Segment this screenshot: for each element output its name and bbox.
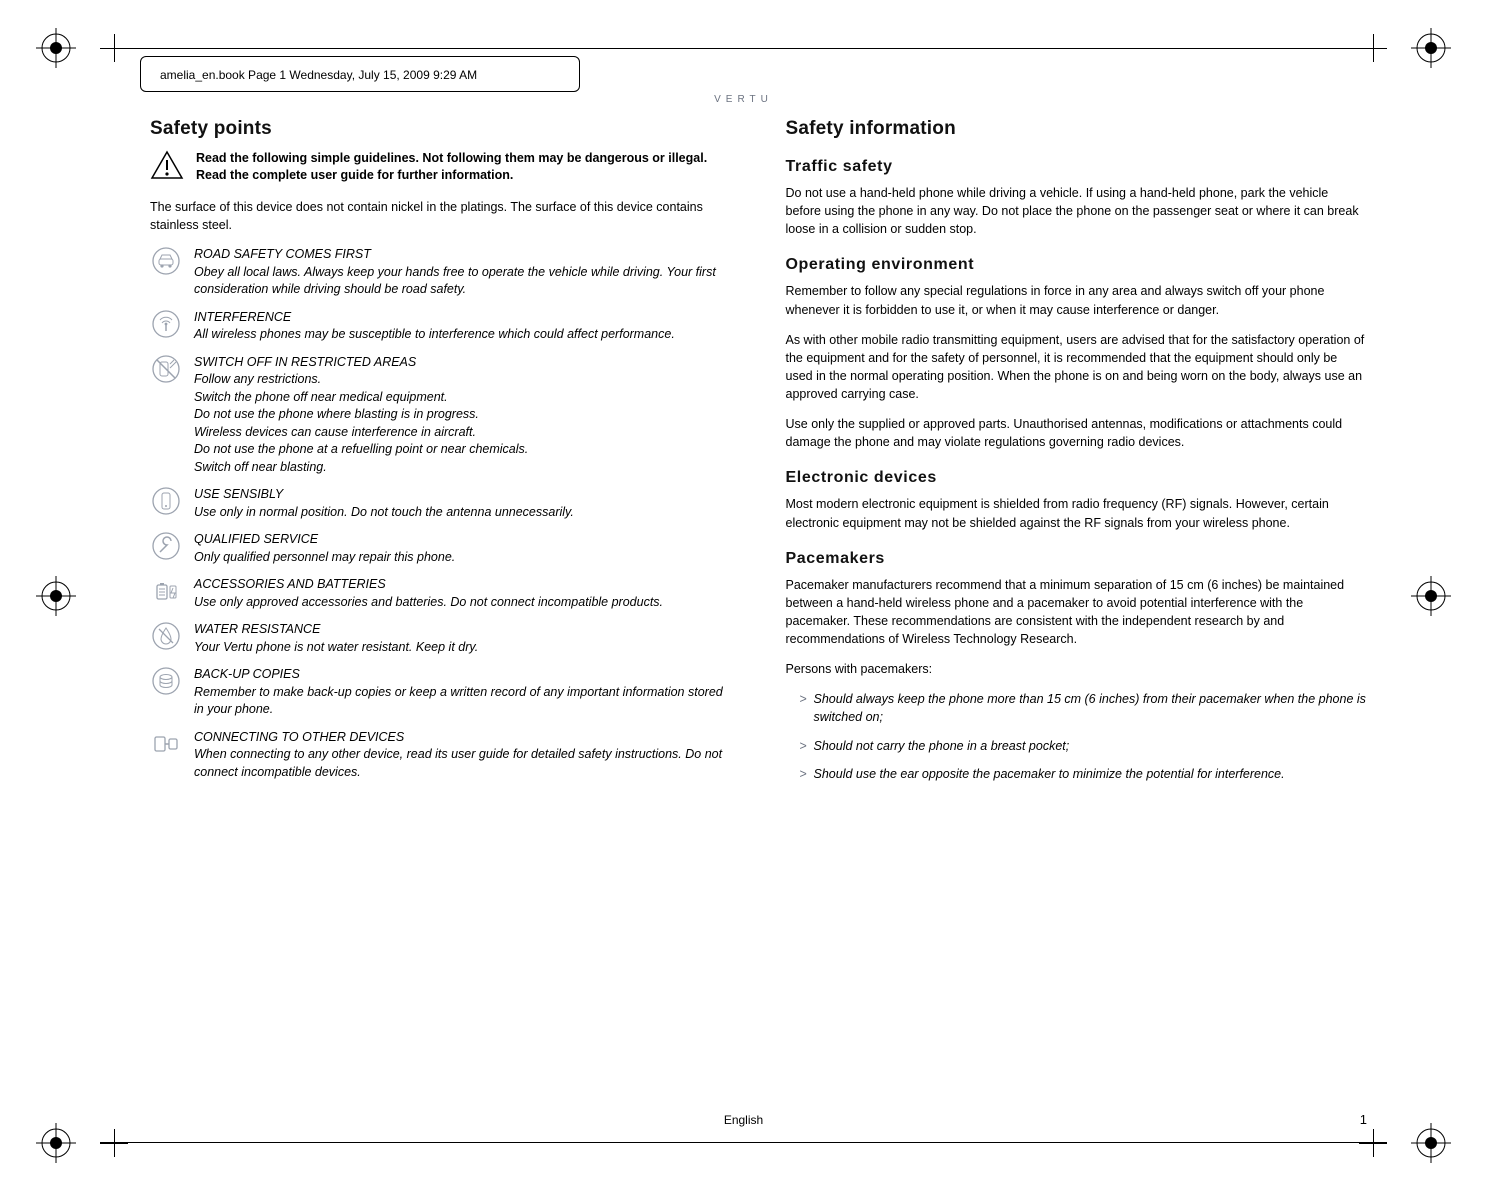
registration-mark-tl xyxy=(36,28,76,68)
crop-line-top xyxy=(100,48,1387,49)
bullet-list: Should always keep the phone more than 1… xyxy=(800,690,1368,783)
safety-item: ROAD SAFETY COMES FIRSTObey all local la… xyxy=(150,246,732,299)
safety-item: USE SENSIBLYUse only in normal position.… xyxy=(150,486,732,521)
crop-corner-tr xyxy=(1359,34,1387,62)
battery-icon xyxy=(150,576,182,606)
body-paragraph: As with other mobile radio transmitting … xyxy=(786,331,1368,404)
safety-item-text: ROAD SAFETY COMES FIRSTObey all local la… xyxy=(194,246,732,299)
body-paragraph: Remember to follow any special regulatio… xyxy=(786,282,1368,318)
safety-item-heading: WATER RESISTANCE xyxy=(194,621,478,639)
safety-item-text: ACCESSORIES AND BATTERIESUse only approv… xyxy=(194,576,663,611)
subsection-heading: Operating environment xyxy=(786,256,1368,274)
water-icon xyxy=(150,621,182,651)
safety-item-heading: INTERFERENCE xyxy=(194,309,675,327)
phone-icon xyxy=(150,486,182,516)
safety-item-heading: QUALIFIED SERVICE xyxy=(194,531,455,549)
safety-item-line: Remember to make back-up copies or keep … xyxy=(194,684,732,719)
bullet-item: Should use the ear opposite the pacemake… xyxy=(800,765,1368,783)
safety-item-heading: CONNECTING TO OTHER DEVICES xyxy=(194,729,732,747)
wrench-icon xyxy=(150,531,182,561)
safety-item: INTERFERENCEAll wireless phones may be s… xyxy=(150,309,732,344)
crop-corner-tl xyxy=(100,34,128,62)
safety-item: CONNECTING TO OTHER DEVICESWhen connecti… xyxy=(150,729,732,782)
safety-item: WATER RESISTANCEYour Vertu phone is not … xyxy=(150,621,732,656)
page-content: Safety points Read the following simple … xyxy=(150,118,1367,1091)
body-paragraph: Most modern electronic equipment is shie… xyxy=(786,495,1368,531)
registration-mark-bl xyxy=(36,1123,76,1163)
registration-mark-tr xyxy=(1411,28,1451,68)
safety-item-heading: BACK-UP COPIES xyxy=(194,666,732,684)
registration-mark-ml xyxy=(36,576,76,616)
safety-item-line: All wireless phones may be susceptible t… xyxy=(194,326,675,344)
safety-item-line: Do not use the phone where blasting is i… xyxy=(194,406,528,424)
subsection-heading: Electronic devices xyxy=(786,469,1368,487)
body-paragraph: Pacemaker manufacturers recommend that a… xyxy=(786,576,1368,649)
safety-item-line: Wireless devices can cause interference … xyxy=(194,424,528,442)
registration-mark-br xyxy=(1411,1123,1451,1163)
safety-item-text: SWITCH OFF IN RESTRICTED AREASFollow any… xyxy=(194,354,528,477)
safety-item-heading: USE SENSIBLY xyxy=(194,486,574,504)
brand-label: VERTU xyxy=(714,94,773,105)
safety-item-line: Switch off near blasting. xyxy=(194,459,528,477)
left-column: Safety points Read the following simple … xyxy=(150,118,732,1091)
crop-corner-bl xyxy=(100,1129,128,1157)
safety-item-text: BACK-UP COPIESRemember to make back-up c… xyxy=(194,666,732,719)
crop-corner-br xyxy=(1359,1129,1387,1157)
body-paragraph: Use only the supplied or approved parts.… xyxy=(786,415,1368,451)
safety-item-line: Switch the phone off near medical equipm… xyxy=(194,389,528,407)
safety-item-line: Your Vertu phone is not water resistant.… xyxy=(194,639,478,657)
right-title: Safety information xyxy=(786,118,1368,140)
header-note: amelia_en.book Page 1 Wednesday, July 15… xyxy=(160,68,477,82)
safety-item-line: Use only approved accessories and batter… xyxy=(194,594,663,612)
subsection-heading: Pacemakers xyxy=(786,550,1368,568)
safety-item-heading: SWITCH OFF IN RESTRICTED AREAS xyxy=(194,354,528,372)
connect-icon xyxy=(150,729,182,759)
bullet-item: Should not carry the phone in a breast p… xyxy=(800,737,1368,755)
safety-item: ACCESSORIES AND BATTERIESUse only approv… xyxy=(150,576,732,611)
safety-item-text: USE SENSIBLYUse only in normal position.… xyxy=(194,486,574,521)
safety-item-line: Use only in normal position. Do not touc… xyxy=(194,504,574,522)
right-column: Safety information Traffic safety Do not … xyxy=(786,118,1368,1091)
safety-items-list: ROAD SAFETY COMES FIRSTObey all local la… xyxy=(150,246,732,781)
warning-block: Read the following simple guidelines. No… xyxy=(150,150,732,184)
warning-text: Read the following simple guidelines. No… xyxy=(196,150,732,184)
safety-item-line: Do not use the phone at a refuelling poi… xyxy=(194,441,528,459)
safety-item-text: CONNECTING TO OTHER DEVICESWhen connecti… xyxy=(194,729,732,782)
surface-note: The surface of this device does not cont… xyxy=(150,198,732,234)
left-title: Safety points xyxy=(150,118,732,140)
registration-mark-mr xyxy=(1411,576,1451,616)
warning-icon xyxy=(150,150,184,180)
safety-item: SWITCH OFF IN RESTRICTED AREASFollow any… xyxy=(150,354,732,477)
safety-item-line: Only qualified personnel may repair this… xyxy=(194,549,455,567)
safety-item-line: Obey all local laws. Always keep your ha… xyxy=(194,264,732,299)
safety-item-line: Follow any restrictions. xyxy=(194,371,528,389)
safety-item-text: QUALIFIED SERVICEOnly qualified personne… xyxy=(194,531,455,566)
crop-line-bottom xyxy=(100,1142,1387,1143)
subsection-heading: Traffic safety xyxy=(786,158,1368,176)
footer-page-number: 1 xyxy=(1360,1112,1367,1127)
restricted-icon xyxy=(150,354,182,384)
body-paragraph: Do not use a hand-held phone while drivi… xyxy=(786,184,1368,238)
safety-item-heading: ROAD SAFETY COMES FIRST xyxy=(194,246,732,264)
backup-icon xyxy=(150,666,182,696)
car-icon xyxy=(150,246,182,276)
bullet-item: Should always keep the phone more than 1… xyxy=(800,690,1368,726)
body-paragraph: Persons with pacemakers: xyxy=(786,660,1368,678)
safety-item: BACK-UP COPIESRemember to make back-up c… xyxy=(150,666,732,719)
safety-item-line: When connecting to any other device, rea… xyxy=(194,746,732,781)
right-sections: Traffic safety Do not use a hand-held pho… xyxy=(786,158,1368,783)
footer-language: English xyxy=(724,1113,763,1127)
safety-item-text: WATER RESISTANCEYour Vertu phone is not … xyxy=(194,621,478,656)
safety-item-text: INTERFERENCEAll wireless phones may be s… xyxy=(194,309,675,344)
safety-item: QUALIFIED SERVICEOnly qualified personne… xyxy=(150,531,732,566)
antenna-icon xyxy=(150,309,182,339)
safety-item-heading: ACCESSORIES AND BATTERIES xyxy=(194,576,663,594)
